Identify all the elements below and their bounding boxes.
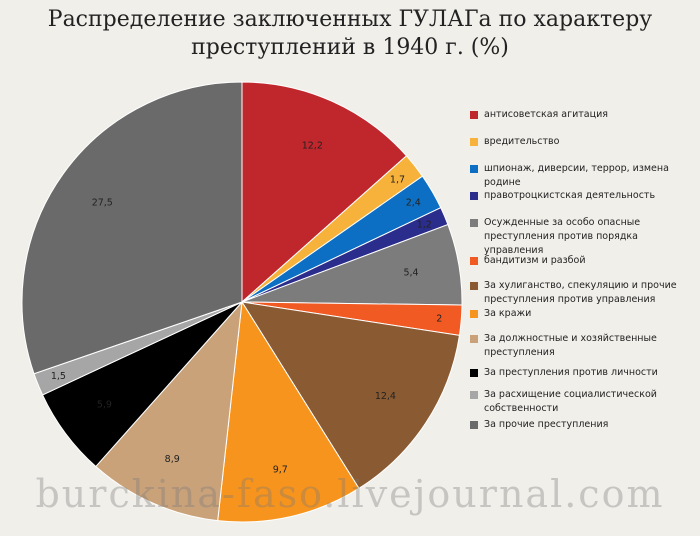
- legend-swatch: [470, 369, 478, 377]
- data-label-10: 1,5: [51, 371, 66, 382]
- legend-label: бандитизм и разбой: [484, 255, 586, 266]
- legend-item: шпионаж, диверсии, террор, измена родине: [470, 162, 698, 190]
- watermark: burckina-faso.livejournal.com: [35, 472, 665, 516]
- legend-swatch: [470, 165, 478, 173]
- data-label-8: 8,9: [165, 454, 180, 465]
- legend-label: За хулиганство, спекуляцию и прочие прес…: [484, 280, 677, 305]
- legend-swatch: [470, 219, 478, 227]
- legend-swatch: [470, 282, 478, 290]
- legend-label: За кражи: [484, 308, 532, 319]
- legend-swatch: [470, 192, 478, 200]
- legend-item: За преступления против личности: [470, 366, 698, 380]
- data-label-4: 5,4: [403, 267, 418, 278]
- pie-slice-11: [21, 81, 243, 375]
- pie-slice-0: [241, 81, 408, 304]
- legend-swatch: [470, 138, 478, 146]
- legend-swatch: [470, 391, 478, 399]
- legend-item: За прочие преступления: [470, 418, 698, 432]
- legend-item: Осужденные за особо опасные преступления…: [470, 216, 698, 258]
- legend-item: правотроцкистская деятельность: [470, 189, 698, 203]
- legend-item: За хулиганство, спекуляцию и прочие прес…: [470, 279, 698, 307]
- pie-slice-7: [217, 300, 360, 523]
- chart-title-line-2: преступлений в 1940 г. (%): [191, 35, 509, 60]
- legend-label: антисоветская агитация: [484, 109, 608, 120]
- legend-label: шпионаж, диверсии, террор, измена родине: [484, 163, 669, 188]
- legend-swatch: [470, 335, 478, 343]
- legend-swatch: [470, 257, 478, 265]
- legend-item: За расхищение социалистической собственн…: [470, 388, 698, 416]
- legend-item: За кражи: [470, 307, 698, 321]
- data-label-0: 12,2: [302, 140, 323, 151]
- legend-label: За прочие преступления: [484, 419, 609, 430]
- legend-label: За должностные и хозяйственные преступле…: [484, 333, 657, 358]
- data-label-5: 2: [436, 313, 442, 324]
- legend-swatch: [470, 421, 478, 429]
- data-label-9: 5,9: [97, 399, 112, 410]
- legend-label: правотроцкистская деятельность: [484, 190, 656, 201]
- legend-label: Осужденные за особо опасные преступления…: [484, 217, 641, 256]
- legend-label: За расхищение социалистической собственн…: [484, 389, 657, 414]
- legend-swatch: [470, 310, 478, 318]
- data-label-11: 27,5: [92, 197, 113, 208]
- pie-slice-8: [95, 300, 243, 522]
- data-label-1: 1,7: [390, 174, 405, 185]
- chart-title: Распределение заключенных ГУЛАГа по хара…: [0, 6, 700, 62]
- legend-swatch: [470, 111, 478, 119]
- pie-slice-6: [240, 301, 461, 490]
- data-label-6: 12,4: [375, 391, 396, 402]
- legend-label: За преступления против личности: [484, 367, 658, 378]
- data-label-7: 9,7: [273, 464, 288, 475]
- legend-label: вредительство: [484, 136, 560, 147]
- legend-item: антисоветская агитация: [470, 108, 698, 122]
- data-label-3: 1,2: [417, 220, 432, 231]
- legend-item: бандитизм и разбой: [470, 254, 698, 268]
- chart-title-line-1: Распределение заключенных ГУЛАГа по хара…: [47, 7, 653, 32]
- data-label-2: 2,4: [406, 198, 421, 209]
- legend-item: вредительство: [470, 135, 698, 149]
- legend-item: За должностные и хозяйственные преступле…: [470, 332, 698, 360]
